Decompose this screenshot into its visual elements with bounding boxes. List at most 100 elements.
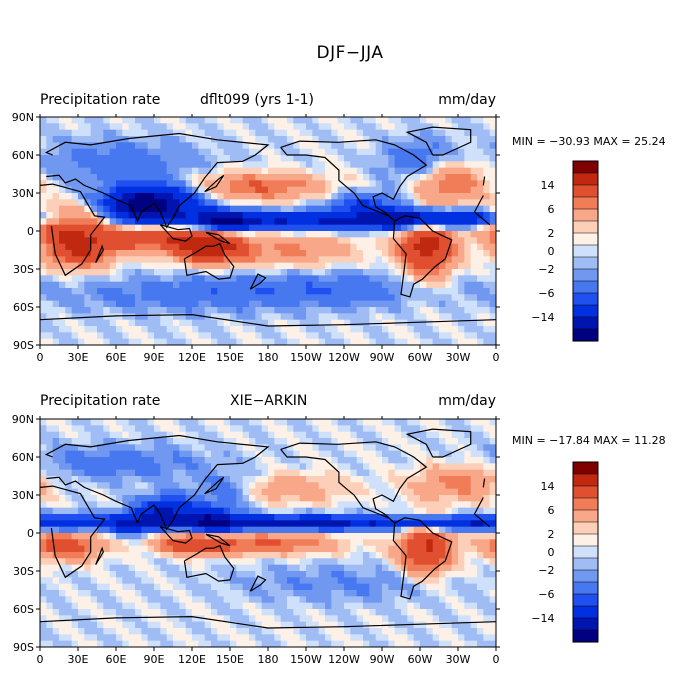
bottom-field-cell (84, 596, 92, 604)
bottom-field-cell (337, 457, 345, 464)
bottom-field-cell (293, 615, 301, 623)
bottom-field-cell (420, 488, 427, 496)
top-field-cell (280, 269, 288, 276)
bottom-field-cell (198, 552, 206, 559)
bottom-field-cell (445, 552, 453, 559)
bottom-field-cell (274, 419, 282, 426)
bottom-field-cell (84, 419, 92, 426)
top-field-cell (318, 155, 326, 162)
top-field-cell (477, 155, 484, 162)
top-field-cell (369, 262, 377, 270)
top-field-cell (71, 136, 79, 143)
bottom-field-cell (287, 520, 294, 528)
bottom-field-cell (458, 602, 465, 610)
top-field-cell (363, 193, 370, 200)
top-field-cell (356, 123, 364, 131)
bottom-field-cell (52, 431, 60, 439)
top-field-cell (451, 117, 459, 124)
top-field-cell (350, 243, 358, 251)
bottom-field-cell (141, 609, 149, 616)
top-field-cell (192, 212, 199, 219)
top-field-cell (135, 288, 142, 295)
bottom-field-cell (255, 501, 263, 509)
top-field-cell (160, 313, 168, 321)
bottom-field-cell (236, 602, 244, 610)
bottom-field-cell (439, 558, 446, 566)
top-field-cell (128, 326, 136, 333)
bottom-field-cell (40, 609, 47, 616)
bottom-field-cell (204, 450, 212, 458)
bottom-field-cell (458, 431, 465, 439)
top-field-cell (325, 231, 332, 238)
bottom-field-cell (312, 609, 320, 616)
top-field-cell (59, 167, 66, 175)
top-field-cell (198, 294, 206, 302)
top-field-cell (445, 256, 453, 264)
top-field-cell (52, 155, 60, 162)
top-field-cell (432, 288, 440, 295)
top-field-cell (350, 224, 358, 232)
top-field-cell (451, 205, 459, 213)
bottom-field-cell (59, 590, 66, 597)
top-field-cell (59, 256, 66, 264)
top-field-cell (280, 250, 288, 257)
bottom-field-cell (325, 495, 332, 502)
bottom-field-cell (344, 602, 351, 610)
bottom-field-cell (135, 533, 142, 540)
top-field-cell (299, 212, 307, 219)
bottom-field-cell (160, 438, 168, 445)
top-field-cell (217, 307, 225, 314)
top-field-cell (71, 243, 79, 251)
top-field-cell (97, 142, 104, 150)
bottom-field-cell (325, 419, 332, 426)
bottom-field-cell (274, 450, 282, 458)
top-field-cell (394, 193, 402, 200)
bottom-field-cell (249, 514, 256, 521)
top-field-cell (299, 319, 307, 327)
bottom-field-cell (287, 444, 294, 452)
top-field-cell (382, 161, 389, 169)
bottom-field-cell (230, 583, 237, 591)
bottom-field-cell (185, 501, 193, 509)
bottom-field-cell (420, 564, 427, 572)
bottom-field-cell (388, 450, 396, 458)
top-field-cell (451, 288, 459, 295)
top-field-cell (160, 218, 168, 226)
top-field-cell (261, 294, 269, 302)
top-field-cell (293, 129, 301, 137)
top-field-cell (40, 142, 47, 150)
top-field-cell (394, 224, 402, 232)
bottom-field-cell (122, 514, 130, 521)
bottom-field-cell (287, 583, 294, 591)
top-field-cell (489, 262, 497, 270)
top-field-cell (388, 123, 396, 131)
top-field-cell (280, 294, 288, 302)
bottom-field-cell (420, 545, 427, 553)
top-field-cell (40, 319, 47, 327)
bottom-field-cell (356, 507, 364, 515)
bottom-field-cell (477, 520, 484, 528)
top-field-cell (477, 288, 484, 295)
bottom-field-cell (90, 463, 98, 471)
top-field-cell (350, 129, 358, 137)
top-field-cell (90, 129, 98, 137)
bottom-field-cell (122, 457, 130, 464)
bottom-field-cell (103, 539, 111, 547)
top-field-cell (59, 326, 66, 333)
top-field-cell (40, 275, 47, 283)
bottom-field-cell (179, 425, 187, 433)
bottom-field-cell (337, 501, 345, 509)
top-field-cell (236, 262, 244, 270)
bottom-field-cell (483, 571, 491, 578)
top-field-cell (394, 281, 402, 289)
top-field-cell (401, 117, 408, 124)
bottom-field-cell (337, 564, 345, 572)
bottom-field-cell (369, 571, 377, 578)
top-field-cell (261, 281, 269, 289)
bottom-field-cell (46, 507, 54, 515)
bottom-field-cell (46, 501, 54, 509)
bottom-field-cell (325, 558, 332, 566)
bottom-field-cell (179, 450, 187, 458)
bottom-field-cell (46, 469, 54, 477)
bottom-field-cell (407, 520, 415, 528)
